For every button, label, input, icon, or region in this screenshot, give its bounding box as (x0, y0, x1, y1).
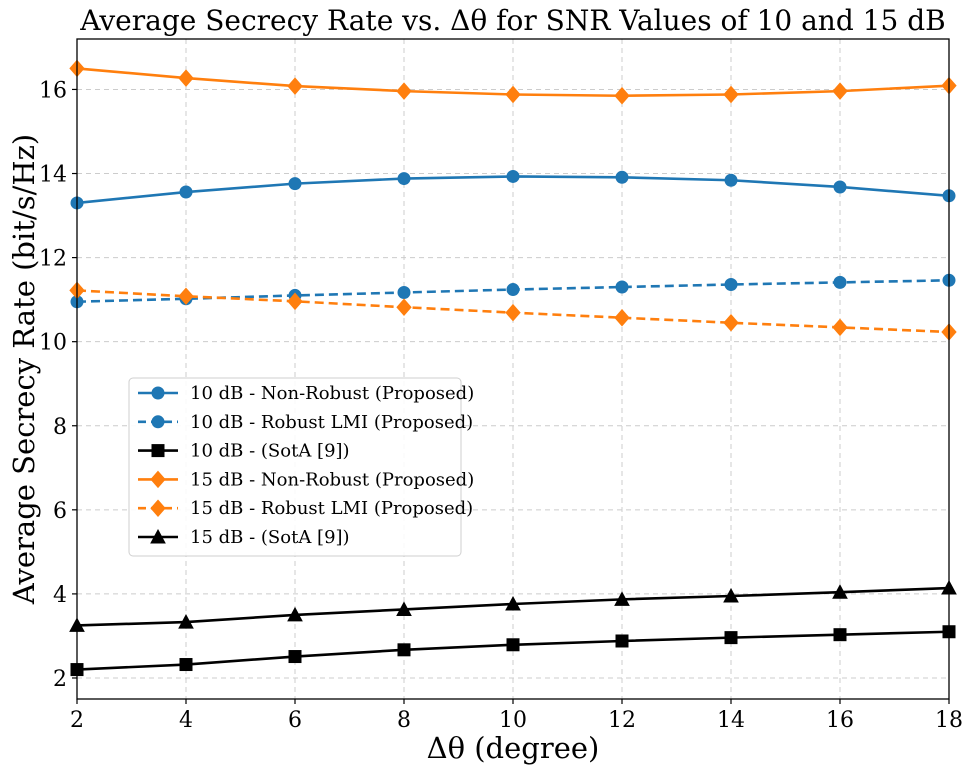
x-tick-label: 2 (70, 708, 84, 733)
data-point (724, 278, 738, 292)
x-tick-label: 8 (397, 708, 411, 733)
data-point (288, 650, 302, 664)
legend-label: 15 dB - Non-Robust (Proposed) (190, 469, 474, 490)
data-point (833, 180, 847, 194)
y-tick-label: 6 (53, 499, 67, 524)
legend-items: 10 dB - Non-Robust (Proposed) 10 dB - Rob… (138, 383, 474, 548)
y-tick-label: 8 (53, 415, 67, 440)
data-point (723, 587, 739, 603)
data-point (506, 169, 520, 183)
data-point (287, 606, 303, 622)
data-point (614, 86, 630, 105)
data-point (615, 170, 629, 184)
data-point (397, 285, 411, 299)
x-tick-label: 18 (935, 708, 963, 733)
data-point (832, 318, 848, 337)
x-tick-label: 12 (608, 708, 636, 733)
data-point (287, 292, 303, 311)
data-point (615, 280, 629, 294)
data-point (614, 308, 630, 327)
data-point (724, 631, 738, 645)
legend-marker (150, 499, 166, 517)
y-tick-label: 2 (53, 667, 67, 692)
data-point (723, 85, 739, 104)
legend-marker (151, 444, 165, 458)
data-point (397, 643, 411, 657)
data-point (288, 177, 302, 191)
data-point (724, 173, 738, 187)
x-tick-label: 16 (826, 708, 854, 733)
data-point (396, 82, 412, 100)
data-point (179, 658, 193, 672)
x-tick-label: 14 (717, 708, 745, 733)
data-point (178, 614, 194, 629)
data-point (287, 77, 303, 95)
data-point (178, 69, 194, 87)
legend-label: 15 dB - (SotA [9]) (190, 527, 350, 548)
data-point (723, 313, 739, 332)
y-tick-label: 12 (39, 247, 67, 272)
data-point (615, 634, 629, 648)
y-tick-label: 16 (39, 78, 67, 103)
y-tick-label: 4 (53, 583, 67, 608)
data-point (178, 287, 194, 306)
legend-marker (151, 386, 165, 400)
data-point (505, 303, 521, 322)
legend-item: 10 dB - Robust LMI (Proposed) (138, 412, 473, 433)
data-point (833, 628, 847, 642)
x-tick-label: 10 (499, 708, 527, 733)
series-6 (69, 579, 957, 632)
data-point (833, 275, 847, 289)
x-axis-label: Δθ (degree) (427, 731, 600, 765)
legend-box (128, 377, 462, 557)
legend-item: 15 dB - (SotA [9]) (138, 527, 350, 548)
data-point (832, 584, 848, 599)
legend-item: 10 dB - (SotA [9]) (138, 441, 350, 462)
legend-label: 10 dB - Robust LMI (Proposed) (190, 412, 473, 433)
legend-item: 15 dB - Non-Robust (Proposed) (138, 469, 474, 490)
y-axis-label: Average Secrecy Rate (bit/s/Hz) (7, 134, 41, 606)
data-point (506, 283, 520, 297)
legend-marker (150, 528, 166, 544)
data-point (832, 82, 848, 100)
axes: 2 4 6 8 10 12 14 16 18 2 4 6 8 10 12 14 16 (39, 78, 963, 733)
data-point (506, 638, 520, 652)
y-tick-label: 14 (39, 163, 67, 188)
data-point (179, 185, 193, 199)
legend: 10 dB - Non-Robust (Proposed) 10 dB - Rob… (128, 377, 474, 557)
data-point (396, 298, 412, 316)
legend-label: 10 dB - (SotA [9]) (190, 441, 350, 462)
data-point (614, 591, 630, 606)
y-tick-label: 10 (39, 331, 67, 356)
data-point (397, 172, 411, 186)
legend-marker (151, 415, 165, 429)
legend-label: 10 dB - Non-Robust (Proposed) (190, 383, 474, 404)
legend-item: 15 dB - Robust LMI (Proposed) (138, 498, 473, 519)
legend-marker (150, 470, 166, 489)
legend-label: 15 dB - Robust LMI (Proposed) (190, 498, 473, 519)
x-tick-label: 6 (288, 708, 302, 733)
legend-item: 10 dB - Non-Robust (Proposed) (138, 383, 474, 404)
data-point (505, 595, 521, 611)
x-tick-label: 4 (179, 708, 193, 733)
chart-title: Average Secrecy Rate vs. Δθ for SNR Valu… (79, 4, 945, 37)
data-point (505, 85, 521, 104)
data-point (396, 601, 412, 616)
